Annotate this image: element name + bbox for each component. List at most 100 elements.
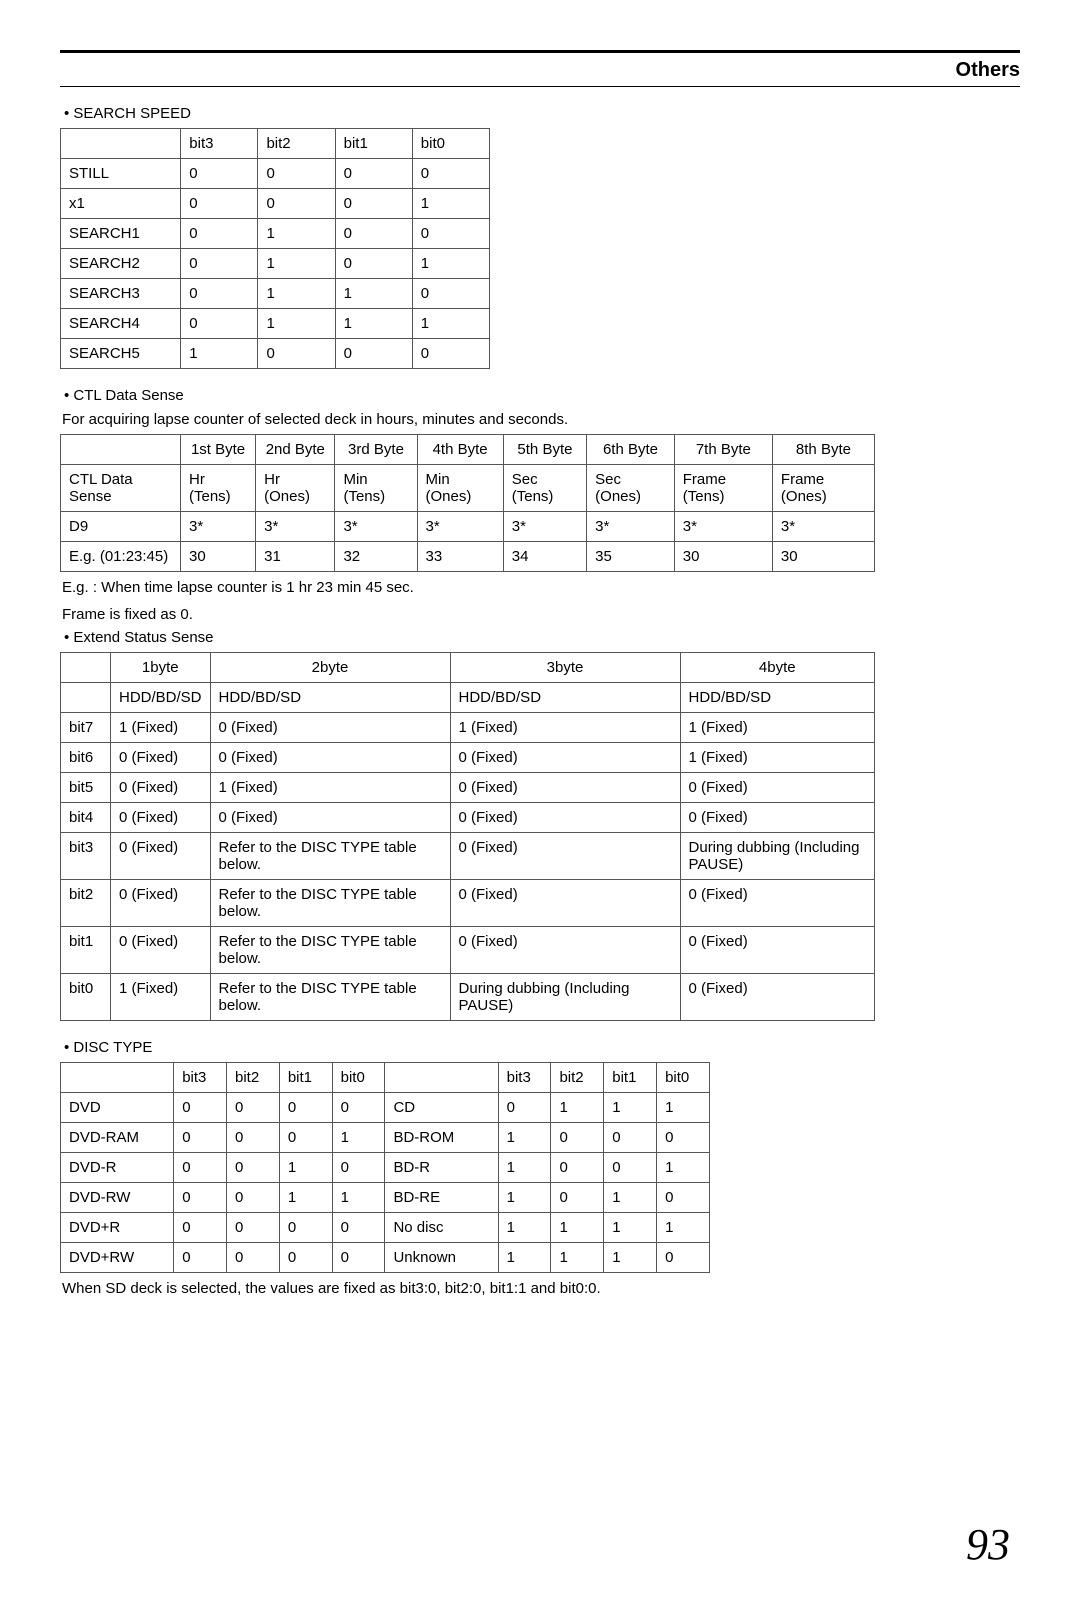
table-cell: 0 (Fixed) (450, 772, 680, 802)
header-cell: 6th Byte (587, 435, 675, 465)
table-cell: No disc (385, 1212, 498, 1242)
table-cell: 1 (279, 1152, 332, 1182)
header-cell: bit0 (657, 1062, 710, 1092)
table-cell: During dubbing (Including PAUSE) (680, 832, 874, 879)
table-cell: BD-R (385, 1152, 498, 1182)
table-row: STILL0000 (61, 159, 490, 189)
table-cell: 0 (258, 339, 335, 369)
search-speed-label: • SEARCH SPEED (64, 105, 1020, 122)
ext-body: bit71 (Fixed)0 (Fixed)1 (Fixed)1 (Fixed)… (61, 712, 875, 1020)
ext-table: 1byte 2byte 3byte 4byte HDD/BD/SD HDD/BD… (60, 652, 875, 1021)
search-speed-body: STILL0000x10001SEARCH10100SEARCH20101SEA… (61, 159, 490, 369)
table-cell: 0 (Fixed) (450, 802, 680, 832)
table-cell: DVD+R (61, 1212, 174, 1242)
table-cell: 3* (674, 512, 772, 542)
table-cell: 3* (256, 512, 335, 542)
table-cell: 0 (181, 309, 258, 339)
table-cell: 3* (335, 512, 417, 542)
table-cell: bit0 (61, 973, 111, 1020)
table-row: D93*3*3*3*3*3*3*3* (61, 512, 875, 542)
header-cell: 5th Byte (503, 435, 586, 465)
table-cell: SEARCH1 (61, 219, 181, 249)
header-cell: bit0 (332, 1062, 385, 1092)
header-cell: 8th Byte (772, 435, 874, 465)
table-cell: 0 (Fixed) (450, 742, 680, 772)
table-cell: 0 (498, 1092, 551, 1122)
table-cell: 0 (Fixed) (680, 802, 874, 832)
table-cell: 0 (227, 1182, 280, 1212)
header-cell: bit1 (279, 1062, 332, 1092)
table-cell: 0 (551, 1182, 604, 1212)
table-cell: 0 (227, 1152, 280, 1182)
table-cell: Hr (Ones) (256, 465, 335, 512)
table-cell: bit1 (61, 926, 111, 973)
table-cell: 0 (174, 1242, 227, 1272)
table-cell: 3* (180, 512, 255, 542)
table-cell: bit2 (61, 879, 111, 926)
table-cell: 0 (258, 189, 335, 219)
table-cell: 0 (181, 189, 258, 219)
header-cell (61, 129, 181, 159)
table-cell: DVD (61, 1092, 174, 1122)
ctl-table: 1st Byte2nd Byte3rd Byte4th Byte5th Byte… (60, 434, 875, 572)
table-header-row: bit3 bit2 bit1 bit0 (61, 129, 490, 159)
table-cell: Refer to the DISC TYPE table below. (210, 926, 450, 973)
table-cell: D9 (61, 512, 181, 542)
table-cell: 3* (417, 512, 503, 542)
table-cell: 0 (181, 249, 258, 279)
table-cell: 1 (412, 189, 489, 219)
table-cell: 35 (587, 542, 675, 572)
table-cell: 0 (181, 279, 258, 309)
table-cell: 0 (Fixed) (450, 832, 680, 879)
table-cell: bit5 (61, 772, 111, 802)
table-cell: DVD+RW (61, 1242, 174, 1272)
table-cell: 3* (587, 512, 675, 542)
table-cell: SEARCH4 (61, 309, 181, 339)
header-cell: 1st Byte (180, 435, 255, 465)
table-row: DVD+RW0000Unknown1110 (61, 1242, 710, 1272)
table-cell: 0 (174, 1182, 227, 1212)
table-row: DVD-RW0011BD-RE1010 (61, 1182, 710, 1212)
header-cell: 4byte (680, 652, 874, 682)
table-cell: 1 (258, 249, 335, 279)
header-cell: 2byte (210, 652, 450, 682)
table-cell: 0 (335, 189, 412, 219)
table-cell: 1 (Fixed) (210, 772, 450, 802)
table-cell: SEARCH2 (61, 249, 181, 279)
table-cell: 0 (Fixed) (680, 973, 874, 1020)
table-cell: 1 (279, 1182, 332, 1212)
table-cell: 0 (279, 1122, 332, 1152)
table-cell: 0 (174, 1122, 227, 1152)
header-cell: bit3 (174, 1062, 227, 1092)
header-cell (61, 652, 111, 682)
table-cell: x1 (61, 189, 181, 219)
header-cell (61, 682, 111, 712)
table-cell: bit6 (61, 742, 111, 772)
table-cell: 1 (657, 1092, 710, 1122)
table-cell: 1 (412, 249, 489, 279)
table-subheader-row: HDD/BD/SD HDD/BD/SD HDD/BD/SD HDD/BD/SD (61, 682, 875, 712)
header-cell: HDD/BD/SD (450, 682, 680, 712)
table-cell: 1 (498, 1212, 551, 1242)
table-row: SEARCH30110 (61, 279, 490, 309)
table-cell: 0 (551, 1122, 604, 1152)
table-cell: 1 (Fixed) (680, 712, 874, 742)
table-cell: DVD-RAM (61, 1122, 174, 1152)
table-cell: Sec (Tens) (503, 465, 586, 512)
table-cell: 0 (258, 159, 335, 189)
table-cell: 0 (Fixed) (111, 802, 211, 832)
table-cell: 0 (335, 159, 412, 189)
table-cell: 1 (332, 1122, 385, 1152)
table-cell: E.g. (01:23:45) (61, 542, 181, 572)
table-cell: 0 (Fixed) (680, 879, 874, 926)
table-cell: 1 (657, 1212, 710, 1242)
table-row: x10001 (61, 189, 490, 219)
table-cell: 1 (498, 1152, 551, 1182)
table-cell: 0 (174, 1092, 227, 1122)
table-cell: 1 (258, 279, 335, 309)
table-cell: 1 (Fixed) (111, 712, 211, 742)
table-cell: 1 (335, 309, 412, 339)
table-cell: 1 (Fixed) (111, 973, 211, 1020)
table-cell: During dubbing (Including PAUSE) (450, 973, 680, 1020)
table-cell: 0 (227, 1092, 280, 1122)
